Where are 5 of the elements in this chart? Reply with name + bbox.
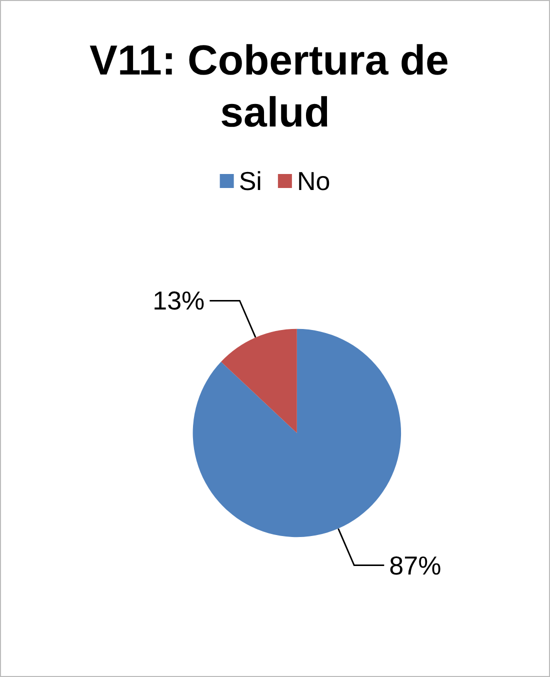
data-label: 13% (152, 286, 205, 316)
legend-label: Si (238, 166, 262, 196)
chart-title: V11: Cobertura de salud (89, 36, 461, 136)
legend-label: No (296, 166, 330, 196)
data-label: 87% (389, 550, 442, 580)
